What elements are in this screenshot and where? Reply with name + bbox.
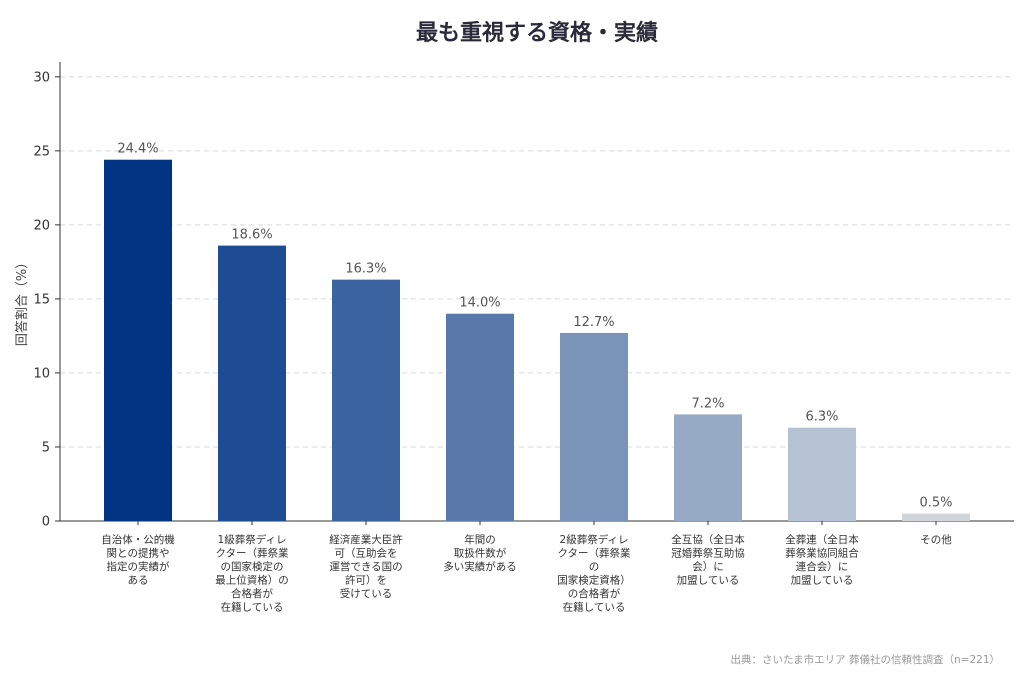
category-label-line: 会）に: [692, 560, 724, 573]
category-label: その他: [920, 533, 952, 546]
category-label: 自治体・公的機関との提携や指定の実績がある: [101, 533, 175, 587]
axes: [59, 62, 1014, 522]
category-label: 1級葬祭ディレクター（葬祭業の国家検定の最上位資格）の合格者が在籍している: [215, 533, 289, 614]
category-label-line: 国家検定資格）: [557, 574, 631, 587]
category-label-line: 連合会）に: [796, 560, 849, 573]
bar: [902, 513, 970, 521]
category-label: 経済産業大臣許可（互助会を運営できる国の許可）を受けている: [329, 533, 403, 600]
bar: [104, 159, 172, 521]
category-label-line: クター（葬祭業: [215, 547, 289, 560]
category-label: 全互協（全日本冠婚葬祭互助協会）に加盟している: [671, 533, 745, 587]
category-labels: 自治体・公的機関との提携や指定の実績がある1級葬祭ディレクター（葬祭業の国家検定…: [101, 521, 952, 614]
bar-value-label: 24.4%: [117, 142, 158, 157]
bar: [218, 245, 286, 521]
category-label: 2級葬祭ディレクター（葬祭業の国家検定資格）の合格者が在籍している: [557, 533, 631, 614]
category-label-line: 許可）を: [345, 574, 387, 587]
category-label-line: ある: [128, 575, 149, 587]
category-label-line: 全互協（全日本: [671, 533, 745, 546]
bar: [788, 427, 856, 521]
bar-value-label: 7.2%: [691, 396, 724, 411]
gridlines: [60, 76, 1014, 448]
category-label-line: 1級葬祭ディレ: [218, 533, 287, 546]
bar-value-label: 0.5%: [919, 496, 952, 511]
category-label-line: 合格者が: [231, 587, 273, 600]
category-label-line: 取扱件数が: [454, 547, 507, 560]
category-label-line: 在籍している: [221, 601, 284, 614]
y-ticks: 0 5 10 15 20 25 30: [33, 70, 60, 530]
bar: [674, 414, 742, 521]
y-tick-label: 20: [33, 218, 50, 233]
category-label-line: の: [589, 561, 600, 573]
y-tick-label: 5: [42, 440, 50, 455]
bars: [104, 159, 970, 521]
category-label-line: 全葬連（全日本: [785, 533, 859, 546]
category-label-line: 葬祭業協同組合: [785, 547, 859, 560]
source-note: 出典：さいたま市エリア 葬儀社の信頼性調査（n=221）: [730, 653, 1000, 666]
category-label-line: 運営できる国の: [329, 560, 402, 573]
category-label-line: 年間の: [464, 533, 496, 546]
bar-value-label: 6.3%: [805, 410, 838, 425]
chart-title: 最も重視する資格・実績: [416, 20, 658, 46]
y-tick-label: 10: [33, 366, 50, 381]
category-label-line: の国家検定の: [221, 560, 284, 573]
category-label-line: 可（互助会を: [335, 547, 398, 560]
value-labels: 24.4% 18.6% 16.3% 14.0% 12.7% 7.2% 6.3% 0.5%: [117, 142, 952, 511]
category-label-line: 2級葬祭ディレ: [560, 533, 629, 546]
bar-value-label: 16.3%: [345, 262, 386, 277]
bar: [332, 279, 400, 521]
bar-value-label: 14.0%: [459, 296, 500, 311]
category-label-line: 関との提携や: [107, 547, 170, 560]
category-label-line: 加盟している: [791, 575, 854, 587]
bar: [560, 332, 628, 521]
category-label: 年間の取扱件数が多い実績がある: [443, 533, 517, 573]
category-label-line: 冠婚葬祭互助協: [671, 547, 745, 560]
bar-value-label: 12.7%: [573, 315, 614, 330]
y-tick-label: 30: [33, 70, 50, 85]
category-label: 全葬連（全日本葬祭業協同組合連合会）に加盟している: [785, 533, 859, 587]
category-label-line: 指定の実績が: [107, 560, 170, 573]
y-tick-label: 25: [33, 144, 50, 159]
bar: [446, 313, 514, 521]
category-label-line: 経済産業大臣許: [329, 533, 403, 546]
bar-value-label: 18.6%: [231, 228, 272, 243]
category-label-line: の合格者が: [568, 587, 621, 600]
y-tick-label: 15: [33, 292, 50, 307]
category-label-line: 受けている: [340, 588, 393, 600]
category-label-line: クター（葬祭業: [557, 547, 631, 560]
y-tick-label: 0: [42, 515, 50, 530]
category-label-line: 多い実績がある: [443, 560, 517, 573]
category-label-line: 加盟している: [677, 575, 740, 587]
category-label-line: 最上位資格）の: [215, 574, 289, 587]
category-label-line: 在籍している: [563, 601, 626, 614]
y-axis-label: 回答割合（%）: [14, 256, 30, 346]
category-label-line: その他: [920, 533, 952, 546]
category-label-line: 自治体・公的機: [101, 533, 175, 546]
